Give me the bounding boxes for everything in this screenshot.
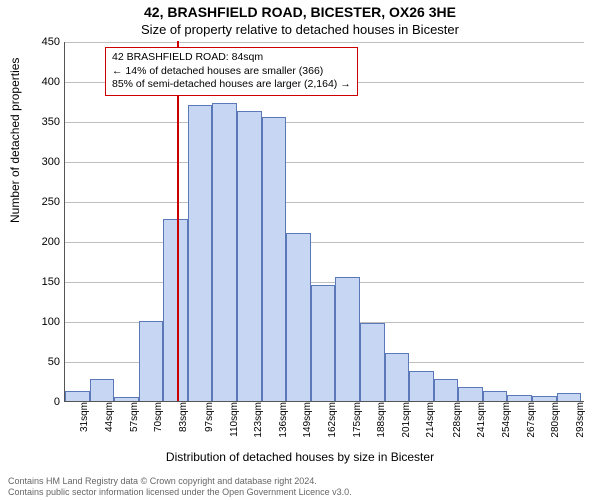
histogram-bar [385,353,410,401]
histogram-bar [507,395,532,401]
x-tick-label: 57sqm [129,402,140,444]
x-axis-label: Distribution of detached houses by size … [0,450,600,464]
histogram-bar [65,391,90,401]
y-tick-label: 400 [26,76,60,88]
grid-line [65,202,584,203]
y-tick-label: 350 [26,116,60,128]
plot-area: 42 BRASHFIELD ROAD: 84sqm← 14% of detach… [64,42,584,402]
histogram-bar [483,391,508,401]
y-tick-label: 100 [26,316,60,328]
histogram-bar [212,103,237,401]
y-tick-label: 200 [26,236,60,248]
histogram-bar [532,396,557,401]
footer-line: Contains public sector information licen… [8,487,352,498]
x-tick-label: 188sqm [376,402,387,444]
histogram-bar [139,321,164,401]
x-tick-label: 123sqm [253,402,264,444]
y-tick-label: 150 [26,276,60,288]
x-tick-label: 201sqm [401,402,412,444]
x-tick-label: 136sqm [278,402,289,444]
x-tick-label: 214sqm [425,402,436,444]
histogram-bar [458,387,483,401]
x-tick-label: 97sqm [204,402,215,444]
y-tick-label: 0 [26,396,60,408]
annotation-box: 42 BRASHFIELD ROAD: 84sqm← 14% of detach… [105,47,358,96]
histogram-bar [557,393,582,401]
histogram-bar [286,233,311,401]
y-tick-label: 250 [26,196,60,208]
histogram-bar [237,111,262,401]
grid-line [65,122,584,123]
histogram-bar [114,397,139,401]
x-tick-label: 44sqm [104,402,115,444]
y-tick-label: 50 [26,356,60,368]
chart-container: 42, BRASHFIELD ROAD, BICESTER, OX26 3HE … [0,0,600,500]
x-tick-label: 280sqm [550,402,561,444]
x-tick-label: 70sqm [153,402,164,444]
annotation-line: ← 14% of detached houses are smaller (36… [112,65,351,79]
x-tick-label: 31sqm [79,402,90,444]
x-tick-label: 162sqm [327,402,338,444]
histogram-bar [311,285,336,401]
histogram-bar [335,277,360,401]
histogram-bar [188,105,213,401]
x-tick-label: 175sqm [352,402,363,444]
histogram-bar [90,379,115,401]
x-tick-label: 241sqm [476,402,487,444]
histogram-bar [434,379,459,401]
grid-line [65,282,584,283]
y-axis-label: Number of detached properties [8,58,22,223]
title-main: 42, BRASHFIELD ROAD, BICESTER, OX26 3HE [0,4,600,20]
y-tick-label: 300 [26,156,60,168]
histogram-bar [360,323,385,401]
x-tick-label: 293sqm [575,402,586,444]
grid-line [65,242,584,243]
x-tick-label: 254sqm [501,402,512,444]
x-tick-label: 228sqm [452,402,463,444]
x-tick-label: 267sqm [526,402,537,444]
footer-line: Contains HM Land Registry data © Crown c… [8,476,352,487]
histogram-bar [262,117,287,401]
annotation-line: 42 BRASHFIELD ROAD: 84sqm [112,51,351,65]
x-tick-label: 83sqm [178,402,189,444]
grid-line [65,42,584,43]
x-tick-label: 110sqm [229,402,240,444]
footer-attribution: Contains HM Land Registry data © Crown c… [8,476,352,498]
histogram-bar [409,371,434,401]
annotation-line: 85% of semi-detached houses are larger (… [112,78,351,92]
title-sub: Size of property relative to detached ho… [0,22,600,37]
x-tick-label: 149sqm [302,402,313,444]
grid-line [65,162,584,163]
y-tick-label: 450 [26,36,60,48]
